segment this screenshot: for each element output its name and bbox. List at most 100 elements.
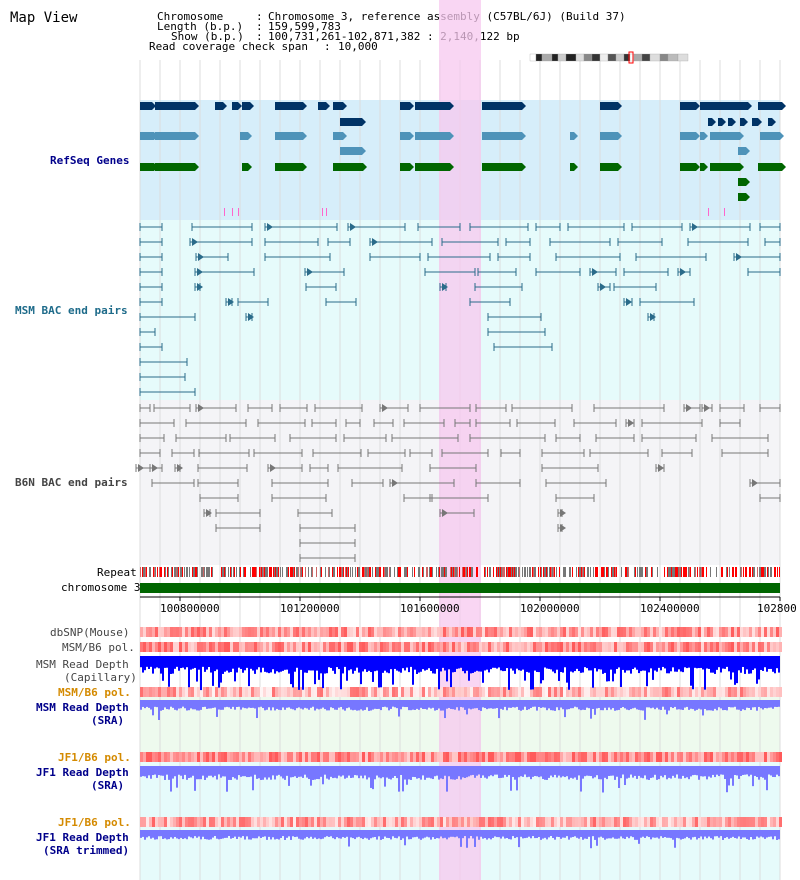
repeat-mark: [264, 567, 265, 577]
track-label-refseq[interactable]: RefSeq Genes: [50, 154, 130, 167]
heat-cell: [653, 627, 656, 637]
depth-bar: [190, 766, 192, 778]
gene-block: [718, 118, 722, 126]
heat-cell: [266, 687, 269, 697]
depth-bar: [292, 766, 294, 778]
depth-bar: [580, 700, 582, 711]
depth-bar: [476, 700, 478, 709]
b6n-bac-track[interactable]: [135, 404, 781, 562]
heat-cell: [770, 817, 773, 827]
gene-arrow-icon: [410, 102, 414, 110]
depth-bar: [304, 700, 306, 708]
depth-bar: [252, 700, 254, 708]
gene-block: [710, 132, 740, 140]
gene-arrow-icon: [522, 102, 526, 110]
refseq-genes-track[interactable]: [140, 102, 786, 216]
gene-block: [140, 102, 152, 110]
heat-cell: [566, 627, 569, 637]
gene-block: [155, 163, 195, 171]
heat-cell: [536, 752, 539, 762]
heat-cell: [671, 752, 674, 762]
heat-cell: [305, 627, 308, 637]
heat-cell: [305, 817, 308, 827]
repeat-mark: [308, 567, 309, 577]
track-label-msm-bac[interactable]: MSM BAC end pairs: [15, 304, 128, 317]
heat-cell: [773, 642, 776, 652]
repeat-mark: [259, 567, 260, 577]
heat-cell: [530, 627, 533, 637]
repeat-mark: [757, 567, 758, 577]
bac-arrow-icon: [197, 268, 203, 276]
heat-cell: [410, 687, 413, 697]
heat-cell: [764, 642, 767, 652]
heat-cell: [302, 687, 305, 697]
heat-cell: [158, 687, 161, 697]
depth-bar: [264, 766, 266, 778]
heat-tracks[interactable]: [140, 627, 782, 827]
depth-bar: [230, 700, 232, 709]
heat-cell: [479, 642, 482, 652]
depth-bar: [746, 830, 748, 840]
heat-cell: [731, 642, 734, 652]
heat-cell: [683, 642, 686, 652]
heat-cell: [341, 817, 344, 827]
heat-cell: [284, 687, 287, 697]
gene-block: [700, 102, 748, 110]
depth-bar: [140, 656, 142, 668]
depth-bar: [364, 700, 366, 710]
depth-bar: [384, 656, 386, 671]
highlight-region[interactable]: [439, 0, 481, 880]
depth-bar: [724, 656, 726, 669]
chromosome-ideogram[interactable]: [529, 51, 689, 64]
depth-bar: [328, 766, 330, 780]
heat-cell: [581, 627, 584, 637]
heat-cell: [191, 687, 194, 697]
heat-cell: [752, 817, 755, 827]
heat-cell: [200, 642, 203, 652]
heat-cell: [383, 642, 386, 652]
position-axis: [140, 596, 781, 601]
depth-bar: [434, 766, 436, 777]
depth-bar: [452, 830, 454, 837]
repeat-mark: [607, 567, 608, 577]
repeat-mark: [540, 567, 541, 577]
heat-cell: [440, 817, 443, 827]
heat-cell: [335, 817, 338, 827]
repeat-track[interactable]: [140, 567, 780, 577]
heat-cell: [767, 642, 770, 652]
msm-bac-track[interactable]: [139, 223, 781, 396]
depth-bar: [630, 656, 632, 674]
repeat-mark: [588, 567, 589, 577]
heat-cell: [458, 642, 461, 652]
track-label-b6n-bac[interactable]: B6N BAC end pairs: [15, 476, 128, 489]
depth-bar: [200, 766, 202, 780]
depth-bar: [504, 830, 506, 839]
depth-bar: [152, 766, 154, 776]
depth-bar: [634, 700, 636, 708]
depth-bar: [484, 766, 486, 778]
depth-bar: [274, 700, 276, 711]
heat-cell: [545, 642, 548, 652]
depth-tracks[interactable]: [140, 656, 780, 849]
heat-cell: [521, 687, 524, 697]
depth-bar: [490, 656, 492, 670]
depth-bar: [414, 700, 416, 710]
heat-cell: [191, 817, 194, 827]
depth-bar: [248, 830, 250, 840]
heat-cell: [545, 627, 548, 637]
heat-cell: [251, 752, 254, 762]
heat-cell: [722, 687, 725, 697]
depth-bar: [380, 700, 382, 711]
depth-bar: [198, 830, 200, 837]
repeat-mark: [667, 567, 668, 577]
depth-bar: [194, 766, 196, 791]
heat-cell: [266, 627, 269, 637]
heat-cell: [605, 687, 608, 697]
depth-bar: [300, 830, 302, 840]
depth-bar: [502, 766, 504, 778]
repeat-mark: [234, 567, 235, 577]
repeat-mark: [209, 567, 210, 577]
depth-bar: [240, 830, 242, 838]
depth-bar: [376, 656, 378, 671]
